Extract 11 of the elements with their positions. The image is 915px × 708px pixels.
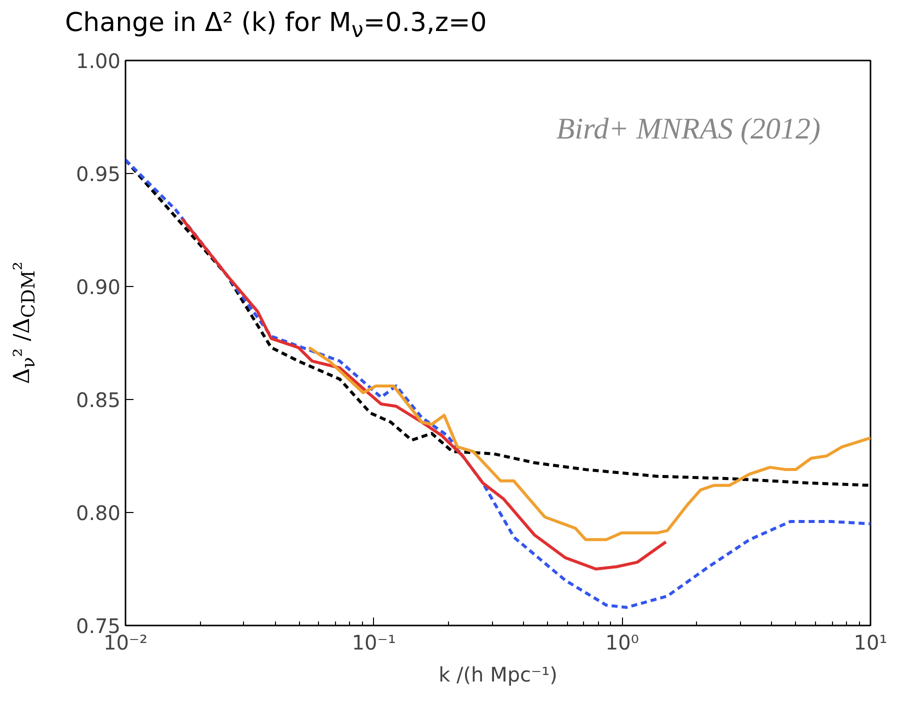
x-tick-label: 10⁰ [605,630,639,654]
y-tick-label: 0.90 [76,275,120,299]
y-tick-label: 0.85 [76,388,120,412]
y-tick-label: 0.80 [76,501,120,525]
y-tick-label: 0.95 [76,162,120,186]
x-tick-label: 10¹ [854,630,888,654]
annotation: Bird+ MNRAS (2012) [556,112,821,146]
chart-title: Change in Δ² (k) for M$_{ν}$=0.3,z=0 [64,7,487,46]
x-tick-label: 10⁻¹ [352,630,396,654]
x-axis-title: k /(h Mpc⁻¹) [438,662,558,686]
y-tick-label: 1.00 [76,49,120,73]
